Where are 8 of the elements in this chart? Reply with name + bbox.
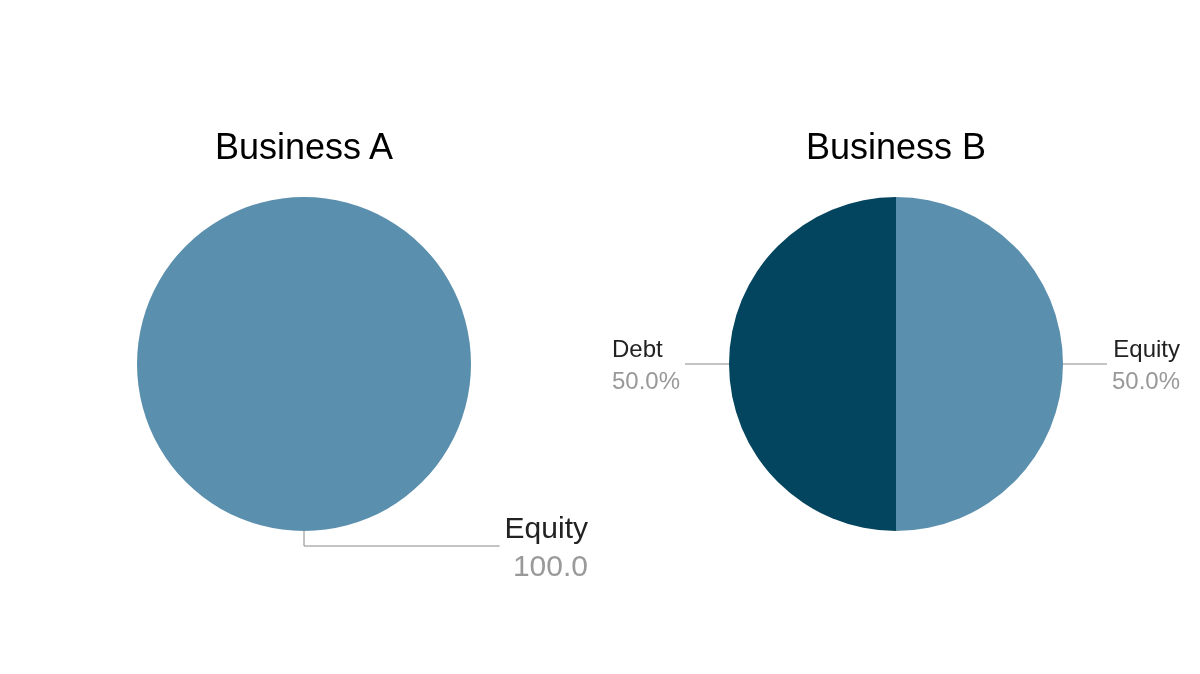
slice-label: Debt: [612, 334, 664, 362]
data-label: 100.0: [512, 548, 588, 582]
chart-title: Business A: [214, 125, 394, 167]
data-label: 50.0%: [1111, 366, 1180, 394]
slice-label: Equity: [1113, 334, 1180, 362]
data-label: 50.0%: [612, 366, 681, 394]
chart-title: Business B: [805, 125, 987, 167]
slice-label: Equity: [504, 510, 588, 544]
